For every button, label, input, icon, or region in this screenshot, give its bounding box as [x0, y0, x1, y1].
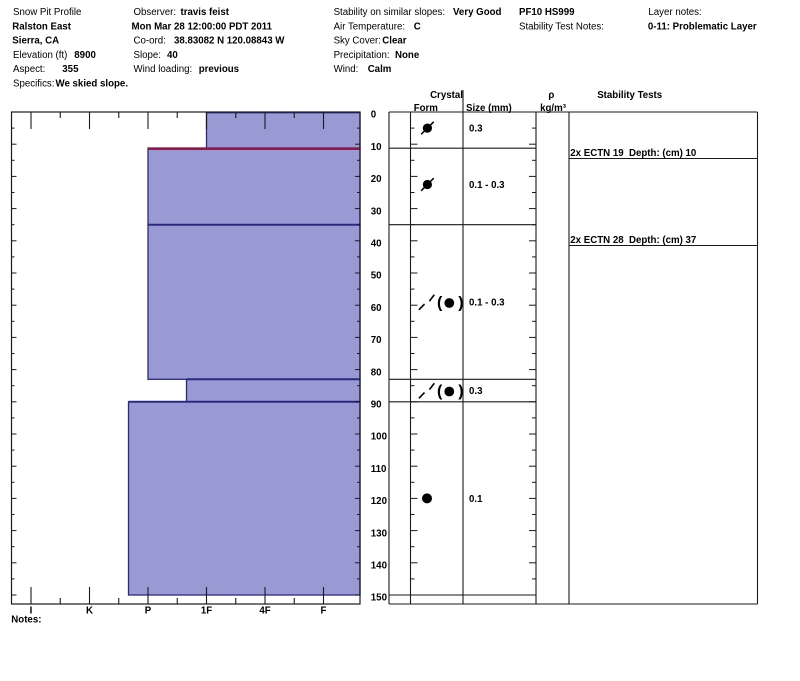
- svg-text:130: 130: [371, 528, 387, 539]
- svg-text:Ralston East: Ralston East: [12, 21, 71, 32]
- svg-text:): ): [458, 295, 463, 312]
- svg-text:4F: 4F: [259, 606, 270, 617]
- svg-text:Snow Pit Profile: Snow Pit Profile: [13, 7, 81, 18]
- svg-text:P: P: [145, 606, 152, 617]
- svg-text:C: C: [414, 21, 421, 32]
- svg-text:110: 110: [371, 464, 387, 475]
- svg-text:1F: 1F: [201, 606, 212, 617]
- svg-text:Slope:: Slope:: [134, 50, 161, 61]
- svg-text:Size (mm): Size (mm): [466, 103, 512, 114]
- svg-text:kg/m³: kg/m³: [540, 103, 567, 114]
- svg-text:Depth: (cm) 37: Depth: (cm) 37: [629, 235, 696, 246]
- svg-text:140: 140: [371, 561, 387, 572]
- svg-text:Form: Form: [414, 103, 439, 114]
- svg-text:355: 355: [62, 64, 79, 75]
- svg-text:8900: 8900: [74, 50, 96, 61]
- svg-text:Aspect:: Aspect:: [13, 64, 45, 75]
- svg-text:F: F: [321, 606, 327, 617]
- svg-text:2x ECTN 19: 2x ECTN 19: [570, 148, 624, 159]
- svg-text:10: 10: [371, 142, 382, 153]
- svg-text:Elevation (ft): Elevation (ft): [13, 50, 67, 61]
- svg-text:Stability Tests: Stability Tests: [597, 90, 662, 101]
- svg-text:): ): [458, 383, 463, 400]
- svg-text:0.3: 0.3: [469, 124, 483, 135]
- svg-text:Observer:: Observer:: [134, 7, 177, 18]
- svg-text:150: 150: [371, 593, 387, 604]
- svg-text:Very Good: Very Good: [453, 7, 502, 18]
- svg-text:Calm: Calm: [368, 64, 392, 75]
- svg-text:(: (: [437, 383, 443, 400]
- svg-text:0-11: Problematic Layer: 0-11: Problematic Layer: [648, 21, 757, 32]
- svg-text:K: K: [86, 606, 93, 617]
- svg-text:Air Temperature:: Air Temperature:: [334, 21, 405, 32]
- svg-text:Crystal: Crystal: [430, 90, 463, 101]
- svg-text:100: 100: [371, 432, 387, 443]
- svg-text:0.1 - 0.3: 0.1 - 0.3: [469, 180, 505, 191]
- svg-text:80: 80: [371, 367, 382, 378]
- svg-text:ρ: ρ: [548, 90, 554, 101]
- svg-text:2x ECTN 28: 2x ECTN 28: [570, 235, 624, 246]
- svg-text:Stability Test Notes:: Stability Test Notes:: [519, 21, 604, 32]
- svg-text:travis feist: travis feist: [181, 7, 230, 18]
- svg-text:40: 40: [167, 50, 178, 61]
- svg-text:40: 40: [371, 239, 382, 250]
- svg-text:We skied slope.: We skied slope.: [56, 78, 129, 89]
- svg-text:120: 120: [371, 496, 387, 507]
- svg-text:Co-ord:: Co-ord:: [134, 36, 166, 47]
- svg-text:0.3: 0.3: [469, 386, 483, 397]
- svg-text:Precipitation:: Precipitation:: [334, 50, 390, 61]
- svg-text:50: 50: [371, 271, 382, 282]
- svg-text:I: I: [30, 606, 33, 617]
- svg-text:Depth: (cm) 10: Depth: (cm) 10: [629, 148, 696, 159]
- svg-text:Specifics:: Specifics:: [13, 78, 54, 89]
- svg-text:20: 20: [371, 174, 382, 185]
- svg-text:Mon Mar 28 12:00:00 PDT 2011: Mon Mar 28 12:00:00 PDT 2011: [132, 21, 273, 32]
- svg-text:70: 70: [371, 335, 382, 346]
- svg-text:Sierra, CA: Sierra, CA: [12, 36, 59, 47]
- svg-text:38.83082 N 120.08843 W: 38.83082 N 120.08843 W: [174, 36, 285, 47]
- svg-text:Stability on similar slopes:: Stability on similar slopes:: [334, 7, 445, 18]
- svg-text:Notes:: Notes:: [11, 615, 41, 626]
- svg-text:60: 60: [371, 303, 382, 314]
- svg-text:Layer notes:: Layer notes:: [648, 7, 701, 18]
- svg-text:PF10 HS999: PF10 HS999: [519, 7, 575, 18]
- svg-text:None: None: [395, 50, 420, 61]
- svg-text:90: 90: [371, 400, 382, 411]
- svg-text:previous: previous: [199, 64, 239, 75]
- svg-text:0.1: 0.1: [469, 494, 483, 505]
- svg-text:0.1 - 0.3: 0.1 - 0.3: [469, 298, 505, 309]
- svg-text:(: (: [437, 295, 443, 312]
- svg-text:Wind:: Wind:: [334, 64, 359, 75]
- svg-text:Sky Cover:: Sky Cover:: [334, 36, 381, 47]
- svg-text:Wind loading:: Wind loading:: [134, 64, 193, 75]
- svg-text:Clear: Clear: [382, 36, 406, 47]
- svg-text:0: 0: [371, 110, 376, 121]
- svg-text:30: 30: [371, 206, 382, 217]
